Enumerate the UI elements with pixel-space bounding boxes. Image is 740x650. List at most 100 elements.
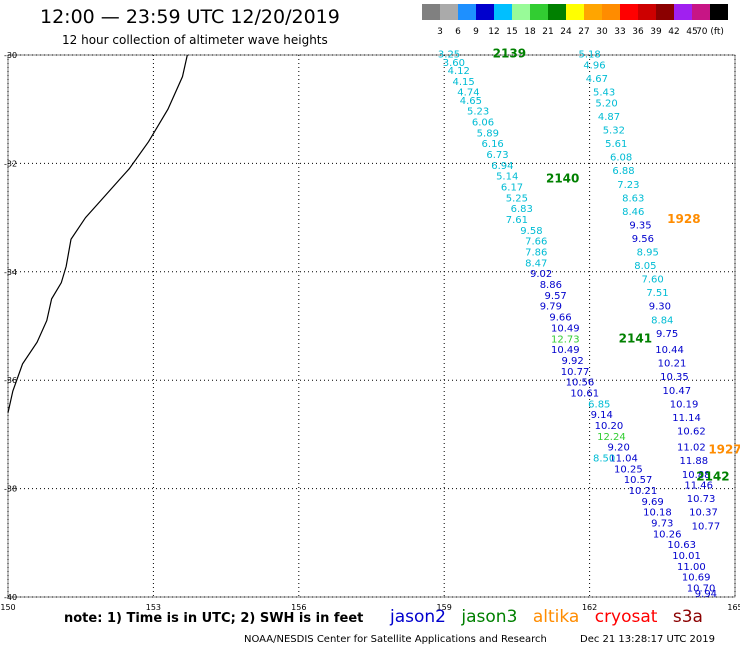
wave-height-value: 10.88 — [682, 470, 711, 481]
legend-swatch — [476, 4, 494, 20]
wave-height-value: 10.35 — [660, 372, 689, 383]
legend-swatch — [566, 4, 584, 20]
legend-swatch — [548, 4, 566, 20]
wave-height-value: 8.05 — [634, 261, 656, 272]
wave-height-value: 9.56 — [632, 234, 654, 245]
wave-height-value: 5.23 — [467, 107, 489, 118]
satellite-s3a: s3a — [672, 607, 703, 627]
wave-height-value: 10.44 — [655, 345, 684, 356]
legend-label: 18 — [524, 27, 536, 37]
wave-height-value: 10.49 — [551, 345, 580, 356]
wave-height-value: 4.15 — [452, 77, 474, 88]
satellite-cryosat: cryosat — [594, 607, 658, 627]
latitude-label: -32 — [4, 159, 17, 168]
satellite-legend: jason2 jason3 altika cryosat s3a — [390, 607, 713, 627]
longitude-label: 165 — [727, 603, 740, 612]
legend-label: 12 — [488, 27, 499, 37]
wave-height-value: 10.61 — [570, 388, 599, 399]
wave-height-value: 5.43 — [593, 88, 615, 99]
longitude-label: 150 — [0, 603, 15, 612]
wave-height-value: 10.26 — [653, 529, 682, 540]
legend-swatch — [512, 4, 530, 20]
latitude-label: -34 — [4, 268, 17, 277]
wave-height-value: 11.02 — [677, 443, 706, 454]
wave-height-value: 7.61 — [506, 215, 528, 226]
legend-swatch — [674, 4, 692, 20]
wave-height-value: 4.12 — [448, 66, 470, 77]
legend-label: 39 — [650, 27, 662, 37]
wave-height-value: 8.50 — [593, 454, 615, 465]
wave-height-value: 9.75 — [656, 329, 678, 340]
wave-height-value: 9.20 — [608, 443, 630, 454]
legend-swatch — [638, 4, 656, 20]
credit-line: NOAA/NESDIS Center for Satellite Applica… — [244, 634, 547, 645]
wave-height-value: 8.84 — [651, 315, 673, 326]
pass-number-label: 2140 — [546, 171, 579, 185]
wave-height-value: 6.08 — [610, 153, 632, 164]
generated-timestamp: Dec 21 13:28:17 UTC 2019 — [580, 634, 715, 645]
wave-height-value: 9.14 — [591, 410, 613, 421]
wave-height-value: 11.04 — [609, 454, 638, 465]
wave-height-value: 5.18 — [578, 50, 600, 61]
wave-height-value: 9.66 — [549, 313, 571, 324]
legend-swatch — [458, 4, 476, 20]
legend-label: 27 — [578, 27, 589, 37]
units-note: note: 1) Time is in UTC; 2) SWH is in fe… — [64, 611, 364, 626]
wave-height-value: 10.47 — [663, 386, 692, 397]
wave-height-value: 10.70 — [687, 584, 716, 595]
map-frame — [7, 54, 736, 598]
wave-height-value: 9.69 — [641, 497, 663, 508]
wave-height-value: 6.83 — [511, 204, 533, 215]
wave-height-value: 10.56 — [566, 378, 595, 389]
wave-height-value: 6.73 — [486, 150, 508, 161]
wave-height-value: 4.87 — [598, 112, 620, 123]
legend-label: 15 — [506, 27, 517, 37]
wave-height-value: 10.57 — [624, 475, 653, 486]
wave-height-value: 5.14 — [496, 172, 518, 183]
wave-height-value: 4.74 — [457, 88, 479, 99]
wave-height-value: 10.62 — [677, 426, 706, 437]
map-subtitle: 12 hour collection of altimeter wave hei… — [62, 33, 328, 47]
legend-label: 3 — [437, 27, 443, 37]
wave-height-value: 10.21 — [629, 486, 658, 497]
legend-label: 6 — [455, 27, 461, 37]
wave-height-value: 12.24 — [597, 432, 626, 443]
legend-label: 21 — [542, 27, 553, 37]
wave-height-value: 10.73 — [687, 494, 716, 505]
wave-height-value: 6.94 — [491, 161, 513, 172]
wave-height-value: 9.57 — [545, 291, 567, 302]
wave-height-value: 9.94 — [695, 589, 717, 600]
legend-label: 45 — [686, 27, 697, 37]
wave-height-value: 11.88 — [679, 456, 708, 467]
latitude-label: -40 — [4, 593, 17, 602]
wave-height-value: 10.25 — [614, 464, 643, 475]
legend-swatch — [494, 4, 512, 20]
legend-swatch — [530, 4, 548, 20]
wave-height-value: 9.73 — [651, 519, 673, 530]
wave-height-value: 9.02 — [530, 269, 552, 280]
wave-height-value: 4.96 — [583, 61, 605, 72]
map-title: 12:00 — 23:59 UTC 12/20/2019 — [40, 6, 340, 28]
wave-height-value: 10.77 — [561, 367, 590, 378]
satellite-jason3: jason3 — [461, 607, 518, 627]
wave-height-value: 7.86 — [525, 248, 547, 259]
wave-height-value: 10.18 — [643, 508, 672, 519]
wave-height-value: 10.21 — [658, 359, 687, 370]
wave-height-value: 10.63 — [667, 540, 696, 551]
wave-height-value: 10.19 — [670, 399, 699, 410]
legend-swatch — [422, 4, 440, 20]
wave-height-value: 8.95 — [637, 248, 659, 259]
latitude-label: -38 — [4, 485, 17, 494]
wave-height-value: 10.01 — [672, 551, 701, 562]
wave-height-value: 7.66 — [525, 237, 547, 248]
wave-height-value: 6.17 — [501, 183, 523, 194]
wave-height-value: 9.30 — [649, 302, 671, 313]
legend-swatch — [584, 4, 602, 20]
legend-label: 70 (ft) — [696, 27, 724, 37]
wave-height-value: 7.23 — [617, 180, 639, 191]
wave-height-value: 5.89 — [477, 128, 499, 139]
wave-height-value: 10.49 — [551, 323, 580, 334]
wave-height-value: 10.69 — [682, 573, 711, 584]
wave-height-value: 9.58 — [520, 226, 542, 237]
wave-height-value: 8.86 — [540, 280, 562, 291]
